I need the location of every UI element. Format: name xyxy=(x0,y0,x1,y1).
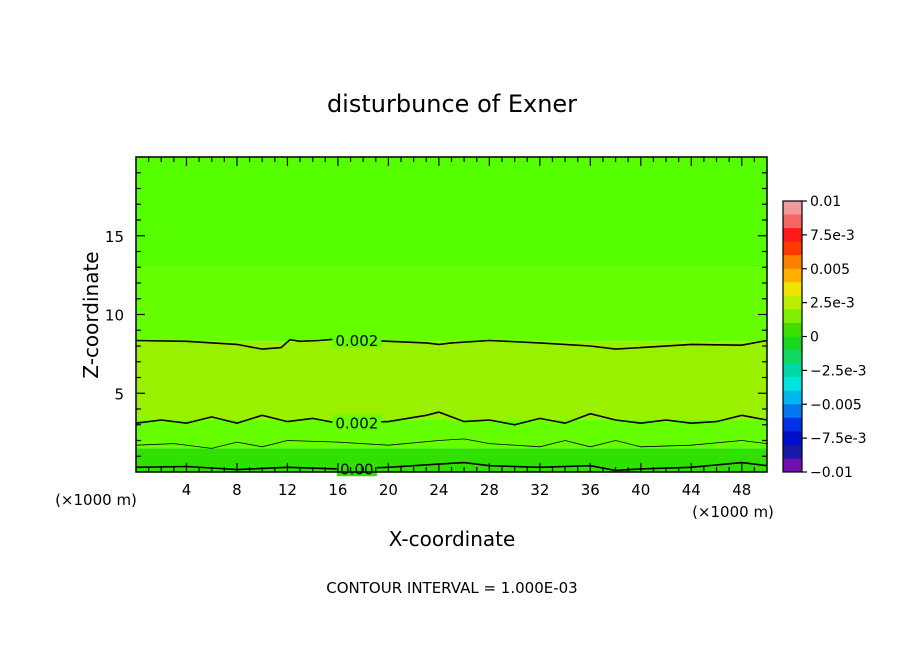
x-tick-label: 8 xyxy=(232,481,242,499)
colorbar-band xyxy=(783,390,802,405)
contour-line-3 xyxy=(135,438,768,449)
colorbar-tick-label: 7.5e-3 xyxy=(810,228,855,244)
x-tick-label: 4 xyxy=(182,481,192,499)
contour-label-bg xyxy=(332,331,382,348)
y-tick-label: 5 xyxy=(114,385,124,403)
x-unit-right: (×1000 m) xyxy=(692,503,774,521)
chart-title: disturbunce of Exner xyxy=(327,90,577,118)
contour-label: 0.002 xyxy=(335,415,378,433)
colorbar-band xyxy=(783,214,802,229)
contour-label: 0.002 xyxy=(335,332,378,350)
contour-interval-note: CONTOUR INTERVAL = 1.000E-03 xyxy=(326,579,577,597)
y-tick-label: 10 xyxy=(105,307,124,325)
colorbar-band xyxy=(783,363,802,378)
filled-band-bottom xyxy=(136,448,767,472)
y-axis-label: Z-coordinate xyxy=(79,251,103,378)
x-tick-label: 32 xyxy=(530,481,549,499)
colorbar-band xyxy=(783,322,802,337)
contour-label-bg xyxy=(332,414,382,431)
colorbar-tick-label: −0.01 xyxy=(810,465,853,481)
colorbar-band xyxy=(783,404,802,419)
colorbar-tick-label: −0.005 xyxy=(810,397,862,413)
filled-band-upper xyxy=(136,267,767,342)
colorbar-band xyxy=(783,350,802,365)
colorbar-band xyxy=(783,458,802,473)
x-tick-label: 36 xyxy=(581,481,600,499)
filled-band-middle xyxy=(136,341,767,421)
contour-line-1 xyxy=(135,338,768,350)
x-tick-label: 40 xyxy=(631,481,650,499)
colorbar-band xyxy=(783,336,802,351)
colorbar-band xyxy=(783,309,802,324)
filled-band-top xyxy=(136,157,767,268)
colorbar-tick-label: 2.5e-3 xyxy=(810,296,855,312)
x-tick-label: 16 xyxy=(328,481,347,499)
colorbar: 0.01 7.5e-3 0.005 2.5e-3 0 −2.5e-3 −0.005 −7.5e… xyxy=(782,194,867,481)
colorbar-tick-label: −2.5e-3 xyxy=(810,363,867,379)
x-tick-label: 20 xyxy=(379,481,398,499)
x-tick-label: 24 xyxy=(429,481,448,499)
colorbar-band xyxy=(783,295,802,310)
colorbar-tick-label: 0.005 xyxy=(810,262,850,278)
colorbar-band xyxy=(783,241,802,256)
contour-label: 0.00 xyxy=(340,460,373,478)
x-tick-label: 44 xyxy=(682,481,701,499)
colorbar-band xyxy=(783,255,802,270)
colorbar-band xyxy=(783,377,802,392)
filled-band-lower xyxy=(136,420,767,449)
colorbar-band xyxy=(783,431,802,446)
x-tick-label: 48 xyxy=(732,481,751,499)
plot-area xyxy=(136,157,767,472)
colorbar-tick-label: −7.5e-3 xyxy=(810,431,867,447)
x-tick-label: 28 xyxy=(480,481,499,499)
x-axis-label: X-coordinate xyxy=(389,527,516,551)
x-tick-label: 12 xyxy=(278,481,297,499)
contour-line-2 xyxy=(135,411,768,426)
colorbar-band xyxy=(783,417,802,432)
x-unit-left: (×1000 m) xyxy=(55,491,137,509)
colorbar-band xyxy=(783,268,802,283)
colorbar-band xyxy=(783,228,802,243)
y-tick-label: 15 xyxy=(105,228,124,246)
colorbar-band xyxy=(783,444,802,459)
colorbar-band xyxy=(783,282,802,297)
colorbar-band xyxy=(783,201,802,216)
colorbar-tick-label: 0 xyxy=(810,330,819,346)
colorbar-tick-label: 0.01 xyxy=(810,194,841,210)
